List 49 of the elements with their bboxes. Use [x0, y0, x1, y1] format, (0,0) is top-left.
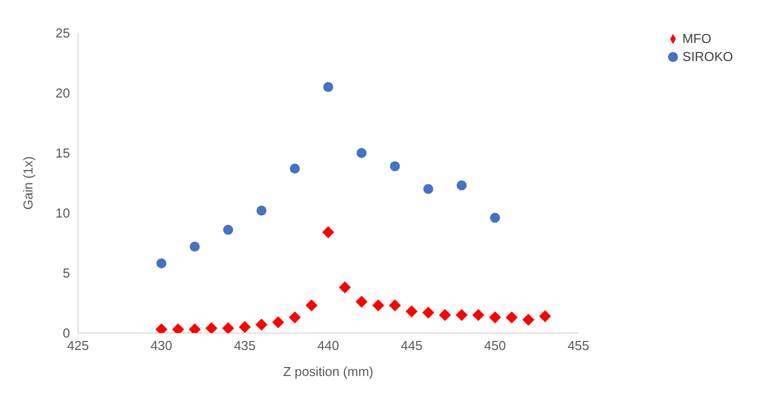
x-axis-title: Z position (mm) — [283, 364, 374, 379]
point — [456, 309, 468, 321]
point — [422, 306, 434, 319]
y-tick-label: 10 — [56, 206, 70, 221]
point — [406, 305, 418, 318]
x-tick-label: 425 — [67, 338, 89, 354]
y-tick-label: 15 — [56, 146, 70, 161]
point — [306, 299, 318, 312]
point — [322, 226, 334, 238]
point — [506, 311, 518, 324]
point — [272, 316, 284, 328]
point — [356, 148, 367, 158]
point — [388, 299, 401, 312]
point — [423, 184, 434, 194]
point — [372, 299, 384, 312]
point — [222, 322, 234, 333]
point — [255, 318, 268, 331]
legend-label: SIROKO — [682, 49, 733, 64]
x-tick-label: 430 — [150, 338, 172, 354]
y-tick-label: 5 — [62, 266, 70, 281]
point — [238, 321, 251, 333]
point — [190, 242, 200, 252]
point — [205, 322, 218, 333]
y-tick-label: 25 — [56, 26, 70, 41]
point — [456, 180, 467, 190]
x-tick-label: 445 — [400, 338, 422, 354]
point — [290, 164, 300, 174]
point — [489, 311, 502, 324]
x-tick-label: 435 — [234, 338, 256, 354]
point — [156, 258, 166, 268]
x-tick-label: 455 — [568, 338, 590, 354]
point — [472, 309, 484, 321]
point — [522, 314, 534, 326]
y-tick-label: 0 — [62, 326, 70, 341]
x-tick-label: 440 — [317, 338, 340, 354]
y-tick-label: 20 — [56, 86, 70, 101]
point — [438, 309, 451, 321]
point — [356, 296, 368, 308]
point — [390, 161, 400, 172]
point — [338, 281, 351, 294]
y-axis-title: Gain (1x) — [20, 156, 36, 210]
x-tick-label: 450 — [484, 338, 506, 354]
point — [323, 82, 334, 92]
legend-label: MFO — [682, 31, 712, 46]
point — [223, 224, 234, 235]
point — [539, 310, 552, 322]
point — [288, 311, 301, 324]
point — [256, 206, 266, 216]
point — [490, 212, 500, 223]
